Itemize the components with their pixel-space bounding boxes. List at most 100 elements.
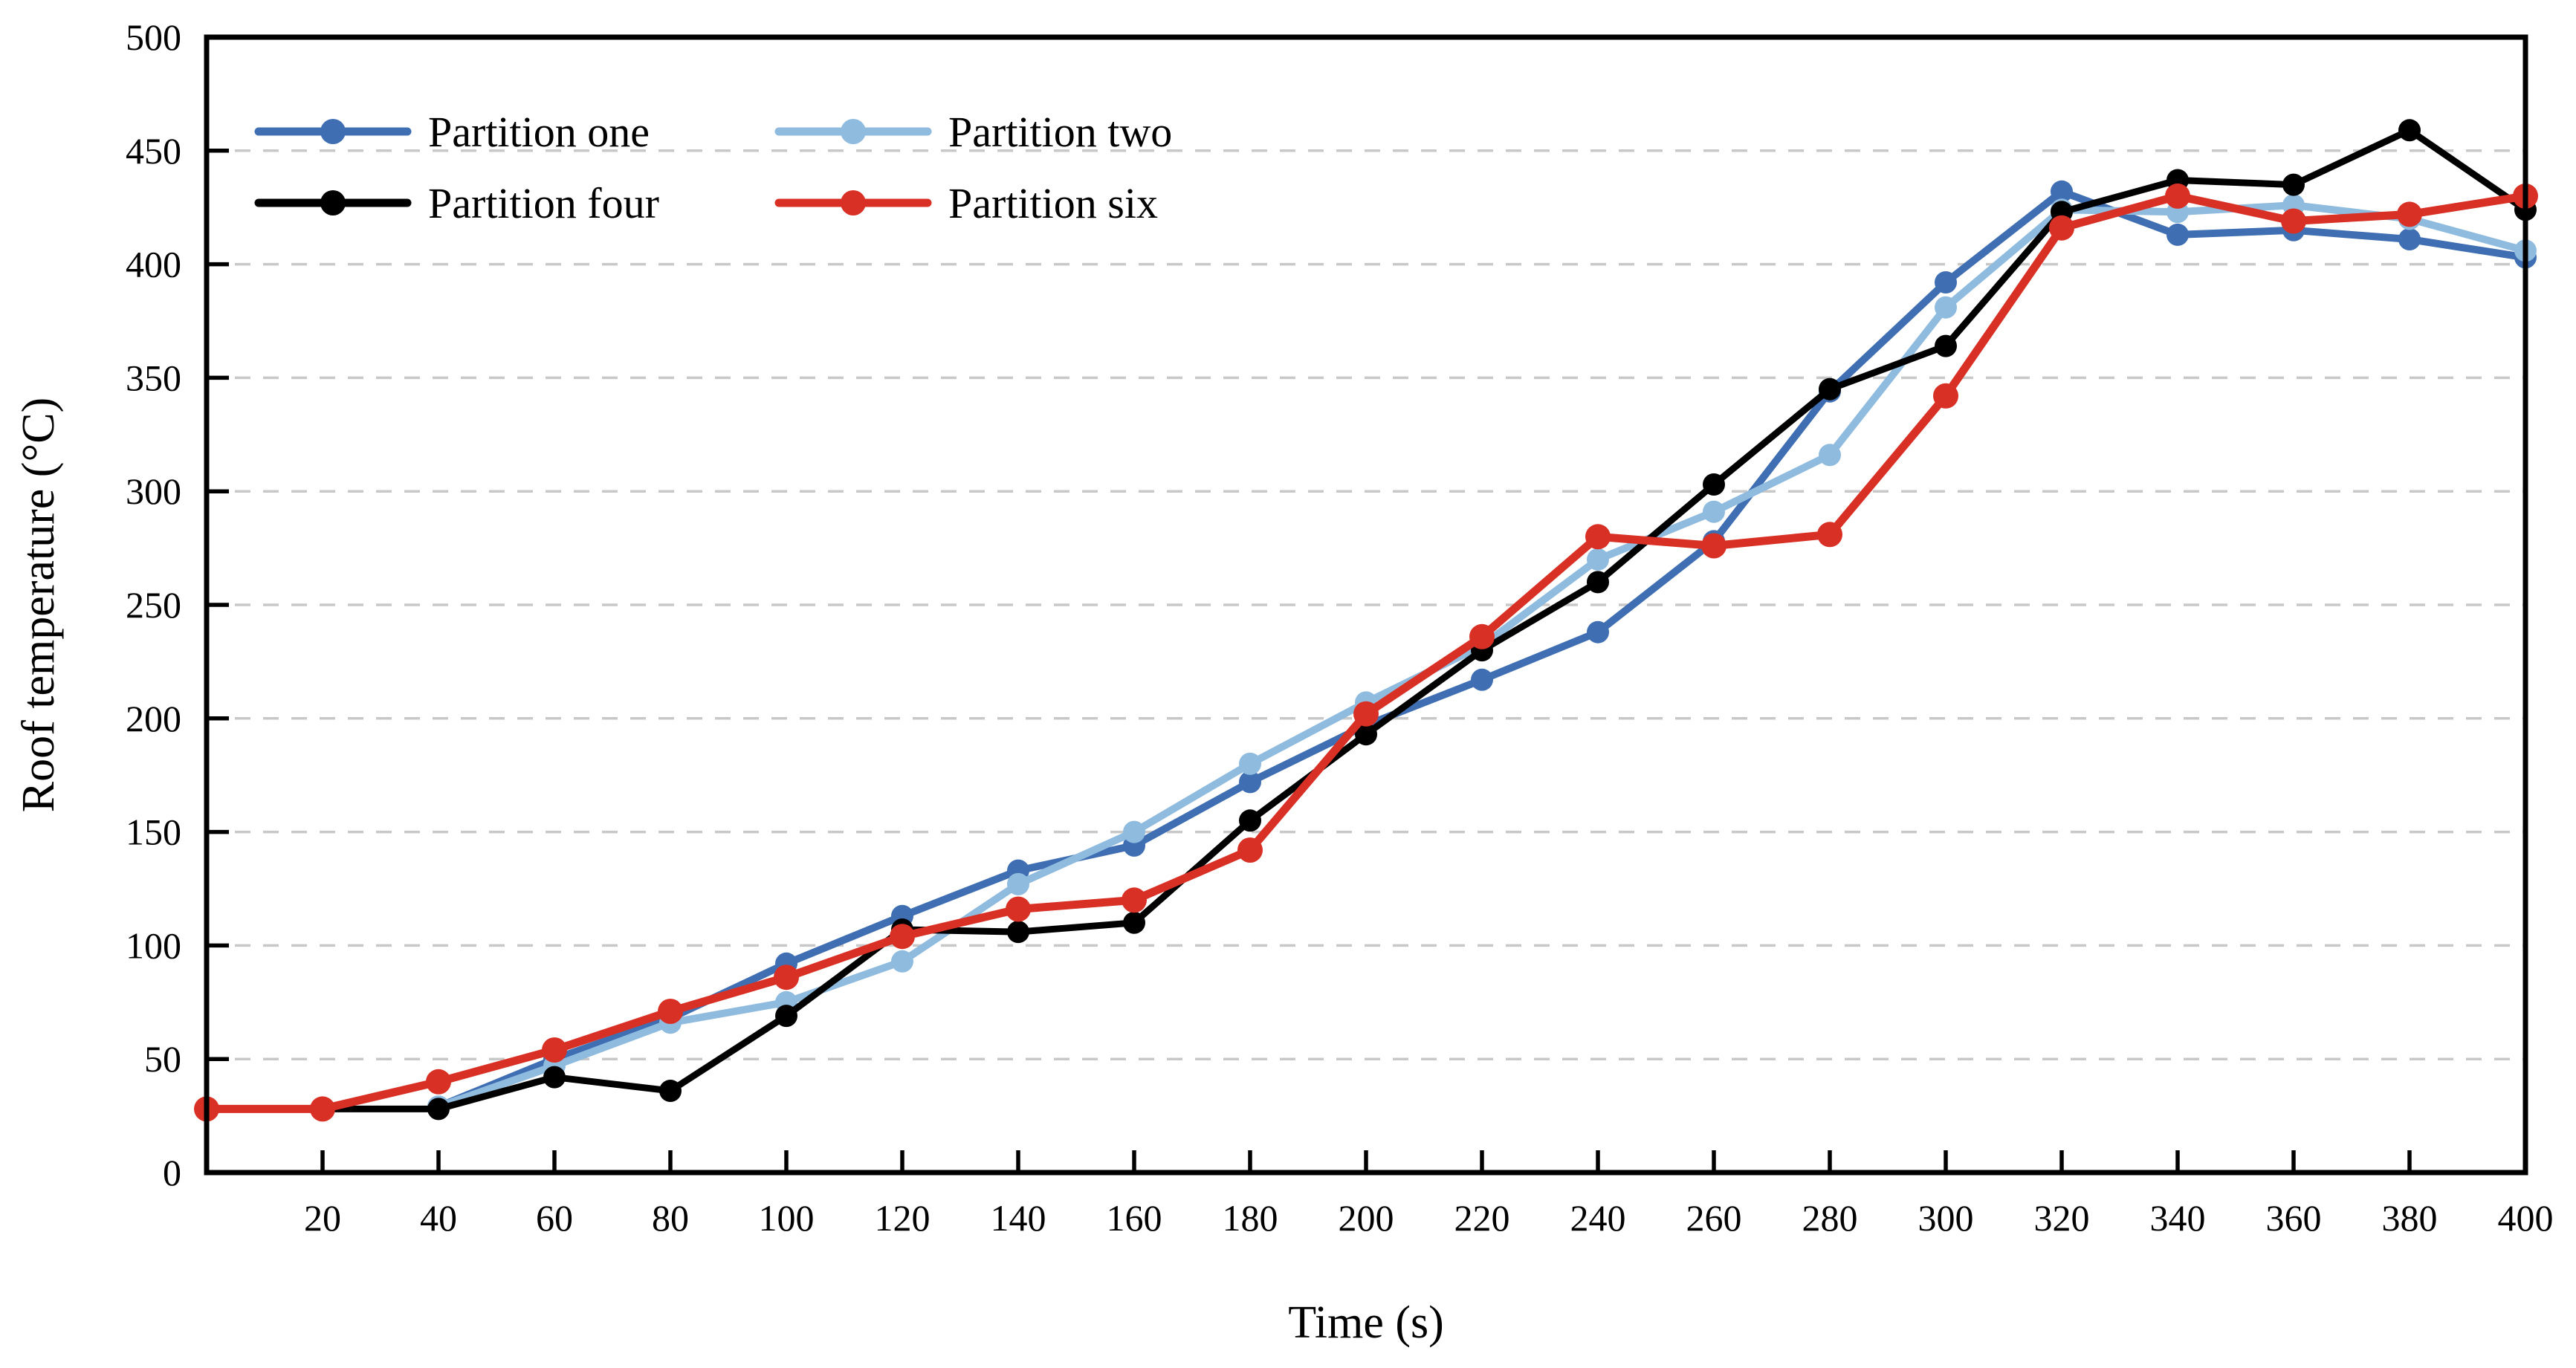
legend-item-partition-two: Partition two [774, 108, 1172, 156]
x-tick-label-200: 200 [1339, 1197, 1394, 1239]
series-partition-one-marker [1587, 620, 1609, 644]
legend-marker-partition-one [320, 119, 346, 144]
series-partition-four-marker [2282, 173, 2305, 196]
x-tick-label-60: 60 [536, 1197, 573, 1239]
legend-item-partition-four: Partition four [254, 179, 659, 227]
series-partition-four-marker [775, 1005, 797, 1028]
series-partition-six-marker [1469, 623, 1495, 649]
x-tick-labels: 20 40 60 80 100 120 140 160 180 200 220 240 260 280 30… [304, 1197, 2554, 1239]
series-partition-one-marker [2166, 223, 2189, 246]
series-partition-six-marker [774, 965, 799, 991]
series-partition-six-marker [2165, 183, 2190, 209]
series-partition-two-marker [1935, 296, 1957, 319]
y-tick-label-100: 100 [126, 924, 181, 966]
series-partition-four-marker [659, 1080, 682, 1102]
series-partition-four-marker [2398, 119, 2421, 142]
legend-item-partition-six: Partition six [774, 179, 1158, 227]
series-partition-six-marker [1817, 522, 1842, 548]
y-tick-label-400: 400 [126, 244, 181, 285]
series-partition-six-marker [1353, 701, 1379, 727]
legend-label-partition-six: Partition six [948, 179, 1158, 227]
series-partition-six-marker [310, 1096, 335, 1122]
series-partition-six-marker [1237, 837, 1263, 863]
series-partition-six-marker [2049, 215, 2074, 241]
series-partition-four-marker [1935, 334, 1957, 357]
x-tick-label-140: 140 [991, 1197, 1046, 1239]
legend-item-partition-one: Partition one [254, 108, 650, 156]
x-tick-label-100: 100 [759, 1197, 815, 1239]
series-partition-four-marker [1007, 921, 1029, 944]
x-tick-label-240: 240 [1570, 1197, 1626, 1239]
y-tick-label-450: 450 [126, 130, 181, 172]
series-partition-one-marker [2051, 180, 2073, 203]
series-partition-four-marker [1355, 723, 1377, 746]
y-tick-label-500: 500 [126, 16, 181, 58]
series-group [194, 119, 2538, 1122]
x-tick-label-320: 320 [2034, 1197, 2090, 1239]
y-tick-label-200: 200 [126, 698, 181, 739]
y-axis-title: Roof temperature (°C) [13, 398, 64, 812]
y-tick-label-50: 50 [144, 1038, 181, 1080]
series-partition-two-marker [1819, 444, 1841, 467]
x-tick-label-40: 40 [420, 1197, 457, 1239]
x-tick-label-360: 360 [2266, 1197, 2322, 1239]
series-partition-six-marker [2281, 208, 2306, 234]
legend-label-partition-four: Partition four [428, 179, 659, 227]
series-partition-two-marker [1239, 752, 1261, 775]
series-partition-two-marker [891, 950, 913, 973]
x-tick-label-260: 260 [1686, 1197, 1742, 1239]
x-tick-label-400: 400 [2498, 1197, 2554, 1239]
y-tick-label-150: 150 [126, 811, 181, 853]
series-partition-six [194, 183, 2538, 1122]
axis-ticks [207, 35, 2528, 1175]
series-partition-six-marker [542, 1037, 567, 1063]
legend-marker-partition-four [320, 190, 346, 215]
legend-label-partition-two: Partition two [948, 108, 1172, 156]
series-partition-four-marker [1239, 809, 1261, 832]
series-partition-four-marker [427, 1098, 450, 1121]
legend: Partition one Partition two Partition four… [254, 108, 1172, 227]
x-tick-label-20: 20 [304, 1197, 341, 1239]
series-partition-six-marker [2397, 201, 2422, 227]
legend-label-partition-one: Partition one [428, 108, 650, 156]
x-tick-label-300: 300 [1918, 1197, 1974, 1239]
series-partition-two-marker [1587, 548, 1609, 571]
series-partition-four-marker [1587, 571, 1609, 594]
series-partition-four-marker [1123, 911, 1145, 934]
x-tick-label-80: 80 [652, 1197, 689, 1239]
x-tick-label-160: 160 [1107, 1197, 1162, 1239]
series-partition-one-marker [1239, 771, 1261, 794]
series-partition-six-marker [1122, 887, 1147, 913]
series-partition-six-marker [1585, 524, 1611, 550]
series-partition-one-marker [1471, 668, 1493, 691]
x-tick-label-220: 220 [1454, 1197, 1510, 1239]
series-partition-four-marker [543, 1066, 566, 1089]
series-partition-six-marker [658, 999, 683, 1024]
series-partition-six-marker [1933, 383, 1958, 409]
series-partition-two-marker [1007, 872, 1029, 895]
y-tick-labels: 0 50 100 150 200 250 300 350 400 450 500 [126, 16, 181, 1193]
series-partition-two-marker [1703, 500, 1725, 523]
series-partition-two-marker [1123, 820, 1145, 843]
series-partition-six-marker [426, 1069, 451, 1095]
legend-marker-partition-six [841, 190, 866, 215]
x-tick-label-120: 120 [875, 1197, 931, 1239]
series-partition-six-marker [890, 924, 915, 950]
y-tick-label-250: 250 [126, 584, 181, 626]
x-axis-title: Time (s) [1288, 1297, 1444, 1348]
legend-marker-partition-two [841, 119, 866, 144]
series-partition-four-marker [1819, 377, 1841, 401]
x-tick-label-180: 180 [1223, 1197, 1278, 1239]
series-partition-four-marker [1703, 473, 1725, 496]
series-partition-six-marker [1006, 896, 1031, 922]
series-partition-one-marker [2398, 228, 2421, 250]
y-tick-label-300: 300 [126, 470, 181, 512]
x-tick-label-340: 340 [2150, 1197, 2206, 1239]
series-partition-six-marker [1701, 533, 1726, 559]
x-tick-label-280: 280 [1802, 1197, 1858, 1239]
y-tick-label-350: 350 [126, 357, 181, 398]
x-tick-label-380: 380 [2382, 1197, 2438, 1239]
